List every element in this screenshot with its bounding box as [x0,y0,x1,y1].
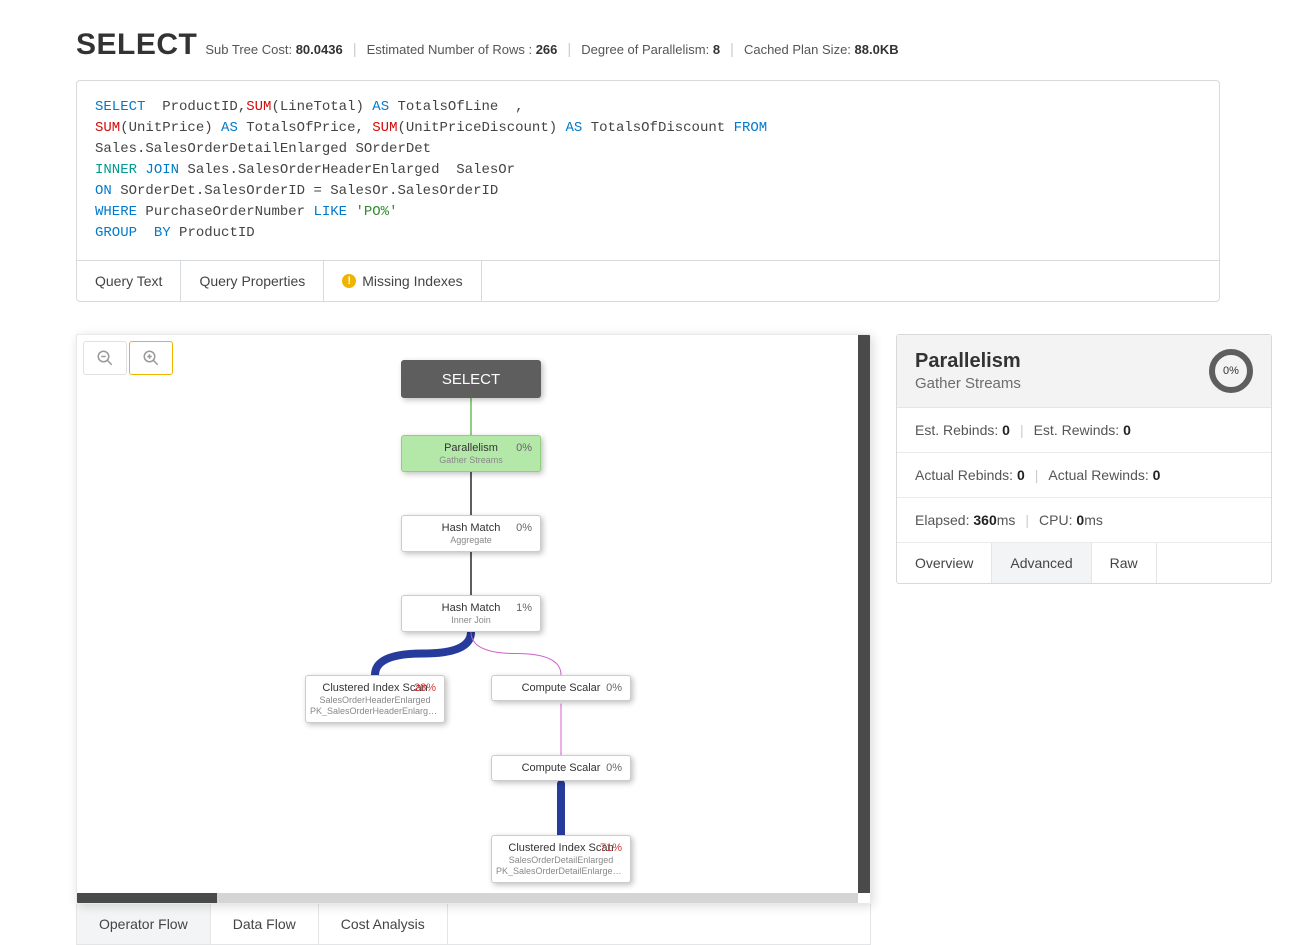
prop-title: Parallelism [915,350,1021,373]
tab-query-properties[interactable]: Query Properties [181,261,324,301]
sql-tabs: Query Text Query Properties ! Missing In… [77,260,1219,301]
sql-panel: SELECT ProductID,SUM(LineTotal) AS Total… [76,80,1220,302]
tab-cost-analysis[interactable]: Cost Analysis [319,904,448,944]
plan-node-hm1[interactable]: 0%Hash MatchAggregate [401,515,541,552]
scroll-thumb[interactable] [77,893,217,903]
plan-node-cs2[interactable]: 0%Compute Scalar [491,755,631,781]
page-title: SELECT [76,28,197,62]
warning-icon: ! [342,274,356,288]
properties-panel: Parallelism Gather Streams 0% Est. Rebin… [896,334,1272,945]
stat-dop: Degree of Parallelism: 8 [581,42,720,57]
plan-node-cis1[interactable]: 28%Clustered Index ScanSalesOrderHeaderE… [305,675,445,723]
stat-plansize: Cached Plan Size: 88.0KB [744,42,899,57]
cost-ring: 0% [1209,349,1253,393]
plan-node-cs1[interactable]: 0%Compute Scalar [491,675,631,701]
tab-query-text[interactable]: Query Text [77,261,181,301]
plan-canvas[interactable]: SELECT 0%ParallelismGather Streams 0%Hash … [76,334,871,904]
tab-data-flow[interactable]: Data Flow [211,904,319,944]
header: SELECT Sub Tree Cost: 80.0436 | Estimate… [0,0,1296,68]
properties-tabs: Overview Advanced Raw [897,543,1271,583]
tab-raw[interactable]: Raw [1092,543,1157,583]
plan-node-cis2[interactable]: 71%Clustered Index ScanSalesOrderDetailE… [491,835,631,883]
stat-rows: Estimated Number of Rows : 266 [367,42,558,57]
plan-node-select[interactable]: SELECT [401,360,541,398]
stat-subtree: Sub Tree Cost: 80.0436 [205,42,342,57]
zoom-in-button[interactable] [129,341,173,375]
plan-node-para[interactable]: 0%ParallelismGather Streams [401,435,541,472]
sql-text: SELECT ProductID,SUM(LineTotal) AS Total… [77,81,1219,260]
tab-overview[interactable]: Overview [897,543,992,583]
tab-missing-indexes[interactable]: ! Missing Indexes [324,261,481,301]
zoom-out-button[interactable] [83,341,127,375]
tab-operator-flow[interactable]: Operator Flow [77,904,211,944]
row-est-rebinds: Est. Rebinds: 0 | Est. Rewinds: 0 [897,408,1271,453]
prop-subtitle: Gather Streams [915,375,1021,392]
tab-advanced[interactable]: Advanced [992,543,1091,583]
row-actual-rebinds: Actual Rebinds: 0 | Actual Rewinds: 0 [897,453,1271,498]
properties-header: Parallelism Gather Streams 0% [897,335,1271,408]
plan-canvas-wrap: SELECT 0%ParallelismGather Streams 0%Hash … [76,334,876,945]
plan-node-hm2[interactable]: 1%Hash MatchInner Join [401,595,541,632]
row-timing: Elapsed: 360ms | CPU: 0ms [897,498,1271,543]
zoom-controls [83,341,173,375]
